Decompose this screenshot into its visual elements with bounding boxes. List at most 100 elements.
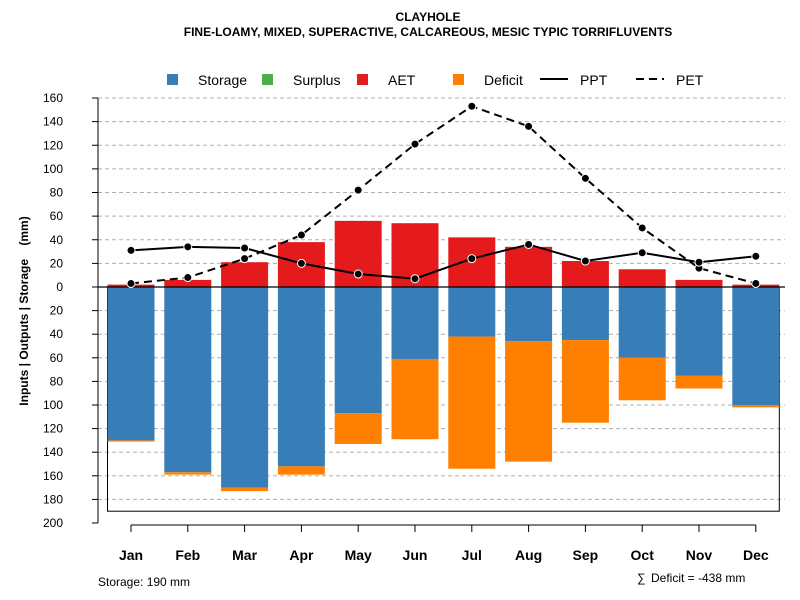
y-tick-label: 180 — [43, 492, 63, 506]
pet-point — [580, 173, 590, 183]
deficit-bar — [221, 487, 269, 492]
ppt-point — [694, 257, 704, 267]
pet-point — [353, 185, 363, 195]
y-tick-label: 120 — [43, 422, 63, 436]
storage-footnote: Storage: 190 mm — [98, 575, 190, 589]
gridlines — [98, 97, 785, 500]
legend-label-storage: Storage — [198, 72, 247, 88]
legend-swatch-storage — [167, 74, 178, 85]
x-tick-label: Jan — [119, 547, 143, 563]
aet-bar — [618, 269, 666, 287]
ppt-point — [524, 239, 534, 249]
aet-bar — [675, 279, 723, 287]
y-tick-label: 100 — [43, 162, 63, 176]
y-tick-label: 40 — [50, 327, 64, 341]
x-tick-label: Dec — [743, 547, 769, 563]
pet-point — [524, 121, 534, 131]
storage-bar — [221, 287, 269, 488]
legend-label-aet: AET — [388, 72, 416, 88]
deficit-bar — [107, 440, 155, 442]
x-tick-label: Jun — [403, 547, 428, 563]
deficit-bar — [618, 357, 666, 401]
x-tick-label: May — [345, 547, 372, 563]
pet-point — [126, 278, 136, 288]
storage-bar — [164, 287, 212, 473]
ppt-line — [130, 243, 756, 280]
deficit-footnote: Deficit = -438 mm — [651, 571, 745, 585]
x-tick-label: Mar — [232, 547, 257, 563]
pet-point — [410, 139, 420, 149]
x-tick-label: Apr — [289, 547, 314, 563]
pet-point — [183, 273, 193, 283]
pet-point — [240, 254, 250, 264]
deficit-bar — [732, 405, 780, 408]
storage-bar — [448, 287, 496, 337]
pet-point — [751, 278, 761, 288]
y-tick-label: 20 — [50, 256, 64, 270]
y-tick-label: 140 — [43, 445, 63, 459]
y-tick-label: 160 — [43, 469, 63, 483]
ppt-point — [751, 251, 761, 261]
x-axis: Jan Feb Mar Apr May Jun Jul Aug Sep Oct Nov Dec — [119, 524, 769, 563]
series-lines — [126, 101, 761, 288]
legend-label-deficit: Deficit — [484, 72, 523, 88]
y-axis-label: Inputs | Outputs | Storage (mm) — [17, 216, 31, 405]
y-axis: 1601401201008060402002040608010012014016… — [43, 91, 99, 530]
chart-subtitle: FINE-LOAMY, MIXED, SUPERACTIVE, CALCAREO… — [184, 25, 672, 39]
y-tick-label: 100 — [43, 398, 63, 412]
legend: Storage Surplus AET Deficit PPT PET — [167, 72, 704, 88]
y-tick-label: 160 — [43, 91, 63, 105]
chart-title: CLAYHOLE — [396, 10, 461, 24]
aet-bar — [505, 246, 553, 287]
legend-label-surplus: Surplus — [293, 72, 340, 88]
deficit-bar — [277, 466, 325, 475]
ppt-point — [126, 245, 136, 255]
storage-bar — [732, 287, 780, 405]
x-tick-label: Aug — [515, 547, 542, 563]
ppt-point — [580, 256, 590, 266]
storage-bar — [391, 287, 439, 359]
pet-point — [467, 101, 477, 111]
storage-bar — [561, 287, 609, 341]
pet-point — [637, 223, 647, 233]
storage-bar — [618, 287, 666, 358]
storage-bar — [334, 287, 382, 414]
legend-swatch-deficit — [453, 74, 464, 85]
y-tick-label: 80 — [50, 186, 64, 200]
ppt-point — [467, 254, 477, 264]
ppt-point — [410, 274, 420, 284]
y-tick-label: 0 — [56, 280, 63, 294]
deficit-sum-icon: ∑ — [637, 571, 646, 585]
ppt-point — [296, 258, 306, 268]
x-tick-label: Nov — [686, 547, 713, 563]
legend-swatch-aet — [357, 74, 368, 85]
ppt-point — [637, 248, 647, 258]
ppt-point — [183, 242, 193, 252]
y-tick-label: 60 — [50, 351, 64, 365]
deficit-bar — [391, 358, 439, 440]
y-tick-label: 20 — [50, 304, 64, 318]
deficit-bar — [505, 341, 553, 462]
x-tick-label: Feb — [175, 547, 200, 563]
deficit-bar — [164, 472, 212, 475]
storage-bar — [505, 287, 553, 342]
legend-swatch-surplus — [262, 74, 273, 85]
deficit-bar — [448, 336, 496, 469]
y-tick-label: 40 — [50, 233, 64, 247]
y-tick-label: 200 — [43, 516, 63, 530]
deficit-bar — [561, 340, 609, 423]
aet-bar — [164, 279, 212, 287]
y-tick-label: 80 — [50, 374, 64, 388]
deficit-bar — [334, 413, 382, 444]
y-tick-label: 140 — [43, 115, 63, 129]
aet-bar — [221, 262, 269, 287]
x-tick-label: Sep — [573, 547, 599, 563]
bars — [98, 220, 785, 512]
ppt-point — [240, 243, 250, 253]
ppt-point — [353, 269, 363, 279]
pet-line — [130, 105, 757, 285]
pet-point — [296, 230, 306, 240]
x-tick-label: Oct — [631, 547, 655, 563]
storage-bar — [675, 287, 723, 376]
